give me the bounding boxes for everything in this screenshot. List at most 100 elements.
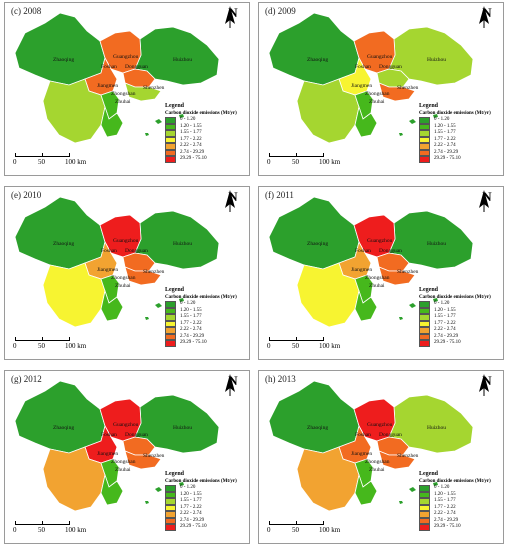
region-shenzhen [124,82,162,102]
legend-title: Legend [165,103,185,109]
legend-swatch [165,314,176,321]
legend-label: 1.20 - 1.55 [434,307,456,313]
scale-tick-label: 0 [13,526,17,534]
region-shenzhen [378,82,416,102]
legend-swatch [419,327,430,334]
legend-swatch [419,333,430,340]
legend-label: 1.20 - 1.55 [434,123,456,129]
legend-item: 2.74 - 29.29 [165,333,237,340]
island-shape [179,482,184,486]
legend-swatch [165,504,176,511]
city-label-huizhou: Huizhou [427,241,446,247]
map-panel: Zhaoqing Guangzhou Foshan Dongguan Huizhou Ji… [4,2,250,176]
legend-label: 1.55 - 1.77 [434,130,456,136]
legend-item: 0 - 1.20 [165,301,237,308]
legend-swatch [165,327,176,334]
city-label-shenzhen: Shenzhen [397,269,419,275]
legend-swatch [165,117,176,124]
scale-tick-label: 100 km [65,342,87,350]
legend-swatch [165,143,176,150]
legend-item: 2.74 - 29.29 [419,149,491,156]
city-label-zhaoqing: Zhaoqing [307,57,329,63]
panel-title: (d) 2009 [265,6,296,16]
city-label-zhongshan: Zhongshan [365,91,390,97]
legend-swatch [419,517,430,524]
legend-label: 1.77 - 2.22 [434,504,456,510]
city-label-huizhou: Huizhou [173,241,192,247]
scale-tick-label: 50 [292,526,299,534]
scale-segment [269,521,297,525]
legend-swatch [165,498,176,505]
north-label: N [228,5,238,20]
city-label-jiangmen: Jiangmen [97,267,119,273]
legend-label: 29.29 - 75.10 [434,156,461,162]
region-zhaoqing [14,12,106,86]
scale-tick-label: 0 [13,158,17,166]
panel-title: (c) 2008 [11,6,42,16]
island-shape [433,298,438,302]
legend-swatch [419,301,430,308]
legend-swatch [165,485,176,492]
scale-segment [296,337,324,341]
map-svg [268,196,474,328]
island-shape [155,303,162,308]
legend-swatch [419,511,430,518]
legend-title: Legend [165,287,185,293]
map-panel: Zhaoqing Guangzhou Foshan Dongguan Huizhou Ji… [4,370,250,544]
city-label-shenzhen: Shenzhen [397,85,419,91]
region-zhuhai [354,473,378,506]
legend-label: 1.77 - 2.22 [434,136,456,142]
island-shape [179,114,184,118]
legend-item: 1.55 - 1.77 [165,498,237,505]
scale-segment [296,153,324,157]
city-label-jiangmen: Jiangmen [97,451,119,457]
legend-swatch [165,149,176,156]
north-label: N [228,373,238,388]
legend-label: 1.55 - 1.77 [180,130,202,136]
legend-item: 1.55 - 1.77 [419,130,491,137]
region-zhaoqing [14,380,106,454]
map-svg [268,380,474,512]
map-panel: Zhaoqing Guangzhou Foshan Dongguan Huizhou Ji… [258,2,504,176]
legend-subtitle: Carbon dioxide emissions (Mt/yr) [165,479,237,484]
city-label-zhuhai: Zhuhai [115,283,131,289]
legend-item: 1.20 - 1.55 [419,307,491,314]
city-label-shenzhen: Shenzhen [397,453,419,459]
city-label-dongguan: Dongguan [379,64,402,70]
island-shape [145,133,149,136]
city-label-dongguan: Dongguan [379,432,402,438]
legend-label: 0 - 1.20 [180,301,196,307]
legend-label: 1.20 - 1.55 [180,307,202,313]
legend-swatch [165,491,176,498]
legend-label: 2.22 - 2.74 [180,143,202,149]
legend-item: 1.77 - 2.22 [419,320,491,327]
legend-swatch [419,504,430,511]
legend-item: 0 - 1.20 [419,117,491,124]
legend-item: 29.29 - 75.10 [165,524,237,531]
legend-subtitle: Carbon dioxide emissions (Mt/yr) [419,111,491,116]
legend-item: 2.22 - 2.74 [419,327,491,334]
north-arrow: N [223,373,243,396]
legend-item: 29.29 - 75.10 [165,340,237,347]
island-shape [155,119,162,124]
region-zhaoqing [268,12,360,86]
legend-item: 1.20 - 1.55 [165,307,237,314]
legend-swatch [419,307,430,314]
legend-item: 1.20 - 1.55 [165,123,237,130]
legend-item: 29.29 - 75.10 [165,156,237,163]
legend-label: 2.74 - 29.29 [434,333,459,339]
north-arrow: N [477,190,497,212]
city-label-huizhou: Huizhou [427,425,446,431]
island-shape [409,303,416,308]
island-shape [409,119,416,124]
legend-label: 0 - 1.20 [180,117,196,123]
legend: Legend Carbon dioxide emissions (Mt/yr) 0 … [165,471,237,531]
region-zhuhai [100,473,124,506]
panel-title: (g) 2012 [11,374,42,384]
scale-segment [42,337,70,341]
north-label: N [228,189,238,204]
legend-item: 29.29 - 75.10 [419,340,491,347]
island-shape [433,482,438,486]
scale-tick-label: 0 [267,342,271,350]
legend-item: 29.29 - 75.10 [419,524,491,531]
